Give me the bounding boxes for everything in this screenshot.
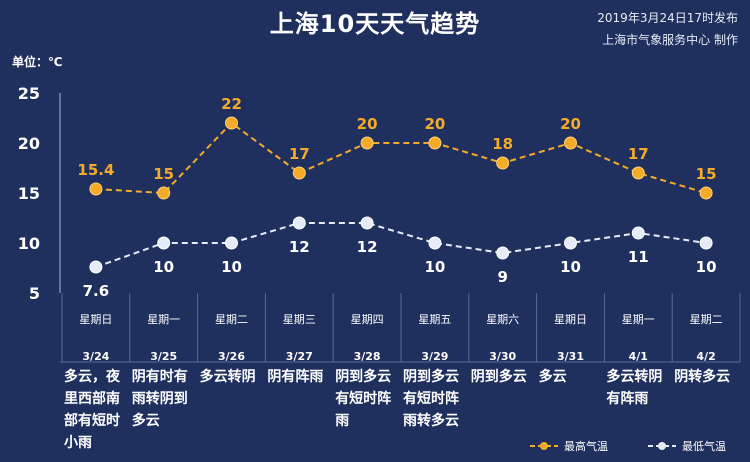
low-temp-label: 10 [153,258,174,276]
low-temp-point [699,236,713,250]
date-label: 3/29 [421,350,448,363]
weather-text: 阴到多云 [335,368,391,385]
chart-title: 上海10天天气趋势 [269,10,481,38]
weather-text: 多云 [539,368,567,385]
low-temp-point [564,236,577,250]
high-temp-label: 15 [153,165,174,183]
high-temp-point [564,136,577,150]
weekday-label: 星期五 [418,313,451,326]
y-tick-label: 5 [29,284,40,303]
weather-text: 阴到多云 [471,368,527,385]
low-temp-point [496,246,510,260]
unit-label: 单位：℃ [12,55,63,69]
low-temp-label: 11 [628,248,649,266]
issuer: 上海市气象服务中心 制作 [602,33,738,47]
low-temp-label: 10 [560,258,581,276]
weather-text: 有阵雨 [606,390,648,407]
low-temp-label: 7.6 [83,282,110,300]
high-temp-point [631,166,645,180]
high-temp-label: 22 [221,95,242,113]
high-temp-label: 20 [560,115,581,133]
high-temp-label: 15 [696,165,717,183]
low-temp-label: 12 [357,238,378,256]
legend-high-label: 最高气温 [564,439,608,453]
weather-text: 多云转阴 [200,368,256,385]
low-temp-point [157,236,171,250]
low-temp-point [631,226,645,240]
weekday-label: 星期一 [147,313,180,326]
weather-text: 雨转多云 [403,412,459,429]
weather-text: 雨 [335,413,349,429]
date-label: 3/24 [82,350,109,363]
legend-low-label: 最低气温 [682,439,726,453]
weekday-label: 星期二 [690,313,723,326]
low-temp-label: 9 [497,268,507,286]
high-temp-point [292,166,306,180]
low-temp-point [428,236,442,250]
y-tick-label: 15 [18,184,40,203]
weather-text: 小雨 [64,435,92,451]
high-temp-point [699,186,713,200]
low-temp-label: 10 [221,258,242,276]
date-label: 3/26 [218,350,245,363]
weather-text: 阴到多云 [403,368,459,385]
high-temp-point [428,136,442,150]
weekday-label: 星期一 [622,313,655,326]
low-temp-label: 12 [289,238,310,256]
weather-text: 雨转阴到 [132,390,188,407]
high-temp-label: 18 [492,135,513,153]
weather-text: 有短时阵 [335,390,391,407]
weather-text: 阴转多云 [674,368,730,385]
weather-text: 多云，夜 [64,368,121,385]
high-temp-label: 20 [357,115,378,133]
low-temp-point [89,260,103,274]
high-temp-point [496,156,510,170]
high-temp-label: 20 [424,115,445,133]
low-temp-point [360,216,374,230]
high-temp-label: 15.4 [77,161,114,179]
weekday-label: 星期四 [351,313,384,326]
high-temp-point [89,182,103,196]
high-temp-point [225,116,238,130]
weekday-label: 星期六 [486,313,519,326]
high-temp-label: 17 [289,145,310,163]
weather-text: 多云转阴 [606,368,662,385]
legend-high-marker [540,442,548,450]
low-temp-line [95,222,707,268]
low-temp-point [225,236,238,250]
weather-text: 部有短时 [64,412,120,429]
weekday-label: 星期日 [79,313,112,326]
date-label: 3/31 [557,350,584,363]
date-label: 3/28 [354,350,381,363]
legend-low-marker [658,442,666,450]
low-temp-point [292,216,306,230]
issue-time: 2019年3月24日17时发布 [597,11,738,25]
date-label: 4/2 [696,350,715,363]
weekday-label: 星期日 [554,313,587,326]
date-label: 3/30 [489,350,516,363]
y-tick-label: 10 [18,234,40,253]
high-temp-label: 17 [628,145,649,163]
weather-text: 阴有阵雨 [267,368,323,385]
date-label: 3/25 [150,350,177,363]
weather-text: 有短时阵 [403,390,459,407]
y-tick-label: 20 [18,134,40,153]
weekday-label: 星期二 [215,313,248,326]
low-temp-label: 10 [696,258,717,276]
high-temp-point [360,136,374,150]
weather-text: 阴有时有 [132,368,188,385]
weather-text: 多云 [132,412,160,429]
date-label: 4/1 [629,350,648,363]
low-temp-label: 10 [424,258,445,276]
date-label: 3/27 [286,350,313,363]
high-temp-point [157,186,171,200]
weekday-label: 星期三 [283,313,316,326]
weather-text: 里西部南 [64,390,120,407]
y-tick-label: 25 [18,84,40,103]
high-temp-line [95,121,707,195]
